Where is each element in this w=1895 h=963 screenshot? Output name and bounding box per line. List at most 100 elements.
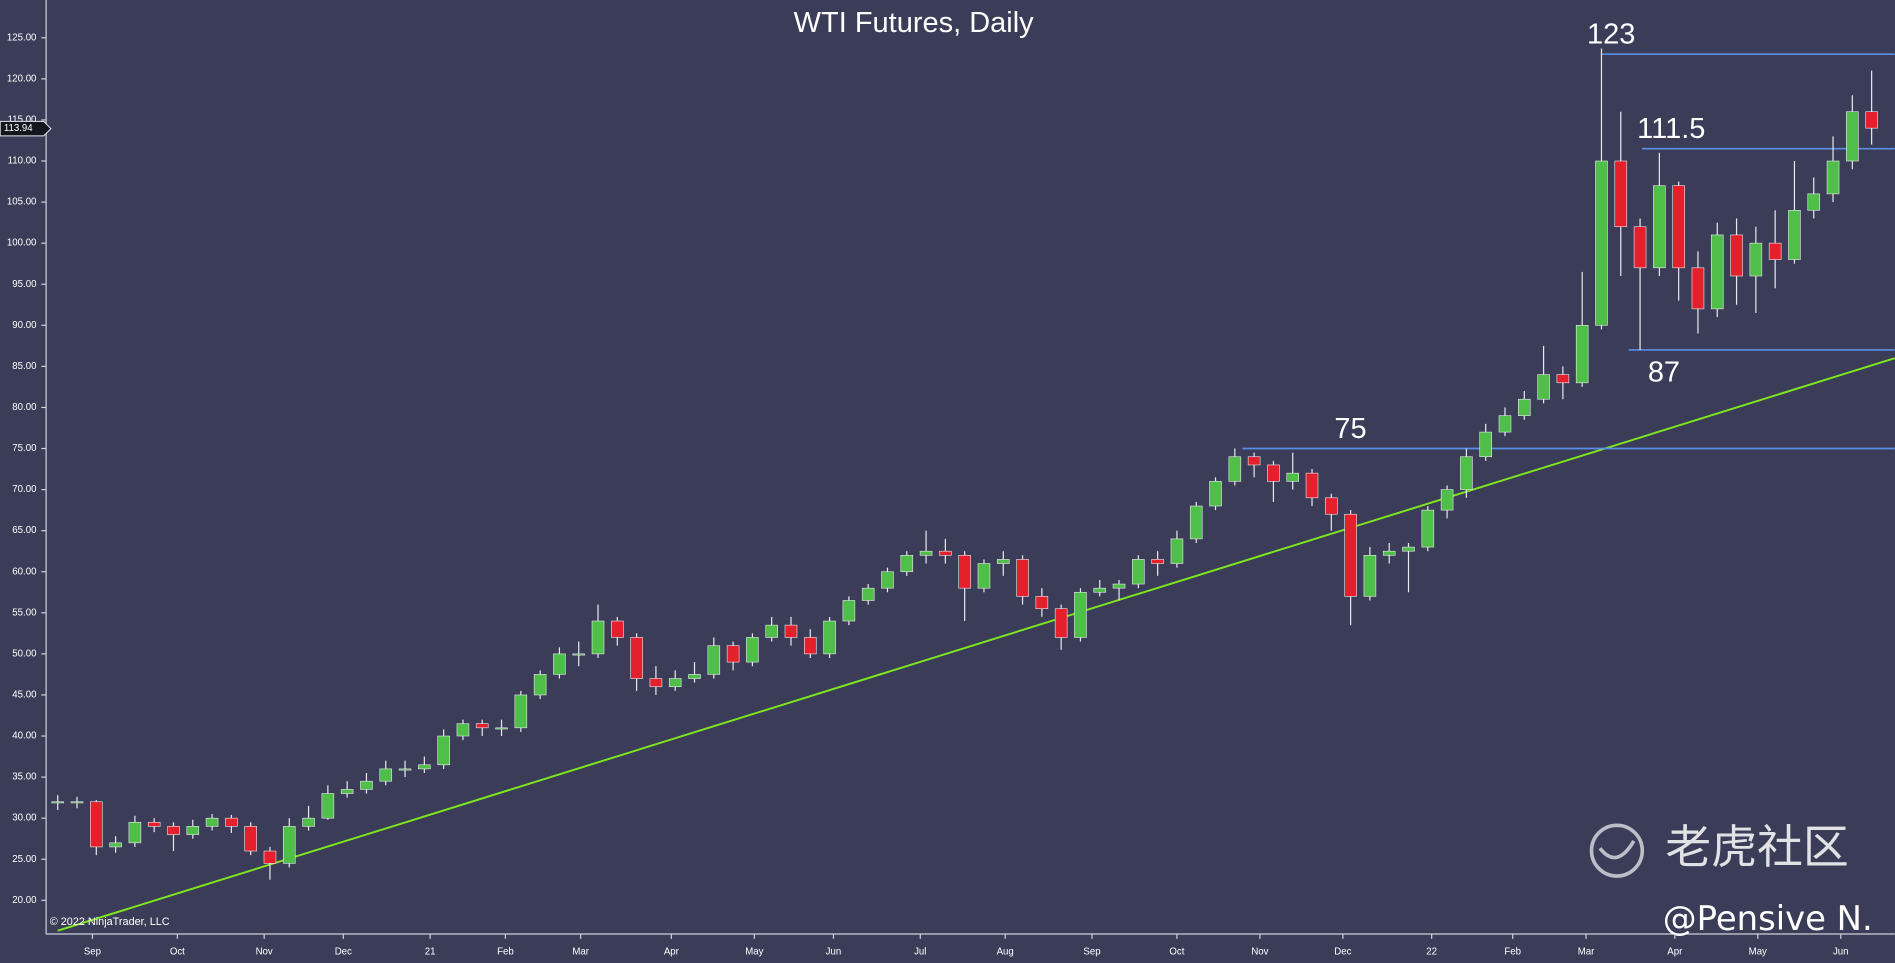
y-tick-label: 25.00 xyxy=(12,854,36,865)
candle-body xyxy=(1538,375,1550,400)
y-tick-label: 55.00 xyxy=(12,607,36,618)
candle-body xyxy=(1499,416,1511,432)
candle-body xyxy=(1653,186,1665,268)
candle-body xyxy=(71,802,83,803)
candle-body xyxy=(168,826,180,834)
chart: WTI Futures, Daily © 2022 NinjaTrader, L… xyxy=(0,0,1895,963)
y-tick-label: 30.00 xyxy=(12,813,36,824)
candle-body xyxy=(689,674,701,678)
candle-body xyxy=(52,802,64,803)
candle-body xyxy=(901,555,913,571)
x-tick-label: Nov xyxy=(1251,947,1268,958)
candle-body xyxy=(476,724,488,728)
candle-body xyxy=(1017,559,1029,596)
candle-body xyxy=(1518,399,1530,415)
candle-body xyxy=(997,559,1009,563)
y-tick-label: 105.00 xyxy=(7,197,37,208)
candle-body xyxy=(187,826,199,834)
candle-body xyxy=(496,728,508,729)
y-tick-label: 120.00 xyxy=(7,73,37,84)
y-tick-label: 110.00 xyxy=(8,156,37,167)
x-tick-label: Jul xyxy=(914,947,926,958)
candle-body xyxy=(1306,473,1318,498)
candle-body xyxy=(881,572,893,588)
candle-body xyxy=(399,769,411,770)
candle-body xyxy=(553,654,565,675)
candle-body xyxy=(1364,555,1376,596)
candle-body xyxy=(110,843,122,847)
candle-body xyxy=(1557,375,1569,383)
candle-body xyxy=(592,621,604,654)
candle-body xyxy=(746,637,758,662)
candle-body xyxy=(669,679,681,687)
candle-body xyxy=(1403,547,1415,551)
y-tick-label: 100.00 xyxy=(7,238,37,249)
candle-body xyxy=(418,765,430,769)
candle-body xyxy=(920,551,932,555)
chart-title: WTI Futures, Daily xyxy=(794,7,1034,39)
x-tick-label: Oct xyxy=(170,947,185,958)
candle-body xyxy=(380,769,392,781)
candle-body xyxy=(1383,551,1395,555)
candle-body xyxy=(1132,559,1144,584)
candle-body xyxy=(1248,457,1260,465)
x-tick-label: Nov xyxy=(256,947,273,958)
candle-body xyxy=(650,679,662,687)
y-tick-label: 80.00 xyxy=(12,402,36,413)
candle-body xyxy=(1325,498,1337,514)
candle-body xyxy=(1287,473,1299,481)
y-tick-label: 40.00 xyxy=(12,731,36,742)
candle-body xyxy=(1866,112,1878,128)
candle-body xyxy=(1094,588,1106,592)
candle-body xyxy=(360,781,372,789)
candle-body xyxy=(1171,539,1183,564)
candle-body xyxy=(1731,235,1743,276)
candle-body xyxy=(90,802,102,847)
candle-body xyxy=(1769,243,1781,259)
y-tick-label: 65.00 xyxy=(12,525,36,536)
y-tick-label: 45.00 xyxy=(12,690,36,701)
x-tick-label: Mar xyxy=(572,947,589,958)
x-tick-label: Apr xyxy=(1667,947,1683,958)
x-tick-label: Oct xyxy=(1169,947,1184,958)
candle-body xyxy=(1422,510,1434,547)
watermark: 老虎社区 xyxy=(1665,820,1849,874)
candle-body xyxy=(1441,490,1453,511)
level-label: 111.5 xyxy=(1637,113,1705,145)
candle-body xyxy=(978,564,990,589)
candle-body xyxy=(1113,584,1125,588)
candle-body xyxy=(1788,210,1800,259)
y-tick-label: 125.00 xyxy=(7,32,37,43)
candle-body xyxy=(708,646,720,675)
copyright: © 2022 NinjaTrader, LLC xyxy=(50,916,170,928)
candle-body xyxy=(438,736,450,765)
candle-body xyxy=(1190,506,1202,539)
y-tick-label: 85.00 xyxy=(12,361,36,372)
y-tick-label: 90.00 xyxy=(12,320,36,331)
candle-body xyxy=(129,822,141,843)
candle-body xyxy=(1692,268,1704,309)
x-tick-label: Sep xyxy=(84,947,101,958)
x-tick-label: Dec xyxy=(335,947,352,958)
candle-body xyxy=(959,555,971,588)
candle-body xyxy=(1152,559,1164,563)
candle-body xyxy=(804,637,816,653)
candle-body xyxy=(824,621,836,654)
candle-body xyxy=(1210,481,1222,506)
x-tick-label: Dec xyxy=(1334,947,1351,958)
x-tick-label: 21 xyxy=(425,947,436,958)
y-tick-label: 20.00 xyxy=(12,895,36,906)
candle-body xyxy=(245,826,257,851)
candle-body xyxy=(457,724,469,736)
price-tag-label: 113.94 xyxy=(4,123,33,134)
candle-body xyxy=(1460,457,1472,490)
candle-body xyxy=(283,826,295,863)
candle-body xyxy=(1634,227,1646,268)
x-tick-label: Jun xyxy=(1833,947,1849,958)
candle-body xyxy=(264,851,276,863)
y-tick-label: 50.00 xyxy=(12,648,36,659)
candle-body xyxy=(766,625,778,637)
y-tick-label: 95.00 xyxy=(12,279,36,290)
candle-body xyxy=(1711,235,1723,309)
x-tick-label: Aug xyxy=(997,947,1014,958)
